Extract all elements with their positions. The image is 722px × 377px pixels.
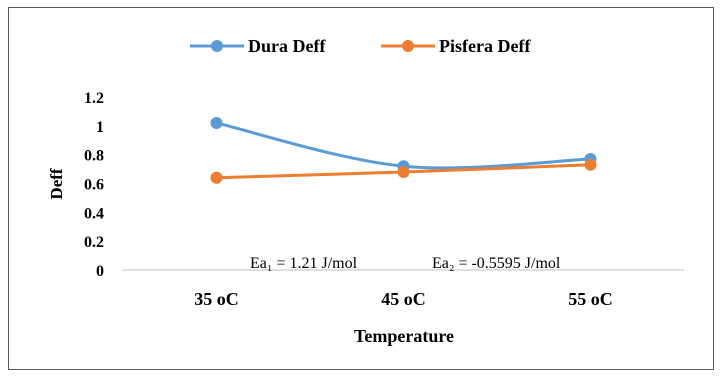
legend-item-dura: Dura Deff: [190, 36, 326, 56]
y-tick-label: 1.2: [84, 90, 104, 107]
y-tick-label: 0.8: [84, 148, 104, 165]
legend-marker-pisfera: [402, 40, 414, 52]
data-point-pisfera-deff-1: [397, 165, 410, 178]
y-axis-ticks: 0 0.2 0.4 0.6 0.8 1 1.2: [84, 90, 104, 280]
data-point-pisfera-deff-0: [210, 171, 223, 184]
x-tick-label: 35 oC: [194, 289, 239, 309]
legend-marker-dura: [211, 40, 223, 52]
chart-frame: [8, 7, 714, 370]
x-tick-label: 45 oC: [381, 289, 426, 309]
y-tick-label: 1: [96, 119, 104, 136]
x-axis-ticks: 35 oC 45 oC 55 oC: [194, 289, 613, 309]
annotation-ea2: Ea₂ = -0.5595 J/mol: [432, 255, 561, 272]
x-tick-label: 55 oC: [568, 289, 613, 309]
legend-item-pisfera: Pisfera Deff: [381, 36, 531, 56]
legend: Dura Deff Pisfera Deff: [190, 36, 531, 56]
y-tick-label: 0.2: [84, 234, 104, 251]
y-axis-title: Deff: [47, 168, 66, 199]
y-tick-label: 0: [96, 263, 104, 280]
y-tick-label: 0.6: [84, 177, 104, 194]
annotation-ea1: Ea₁ = 1.21 J/mol: [250, 255, 358, 272]
legend-label-pisfera: Pisfera Deff: [439, 36, 531, 56]
data-point-dura-deff-0: [210, 116, 223, 129]
legend-label-dura: Dura Deff: [248, 36, 326, 56]
x-axis-title: Temperature: [354, 326, 454, 346]
series-layer: [210, 116, 597, 184]
data-point-pisfera-deff-2: [584, 158, 597, 171]
y-tick-label: 0.4: [84, 205, 104, 222]
